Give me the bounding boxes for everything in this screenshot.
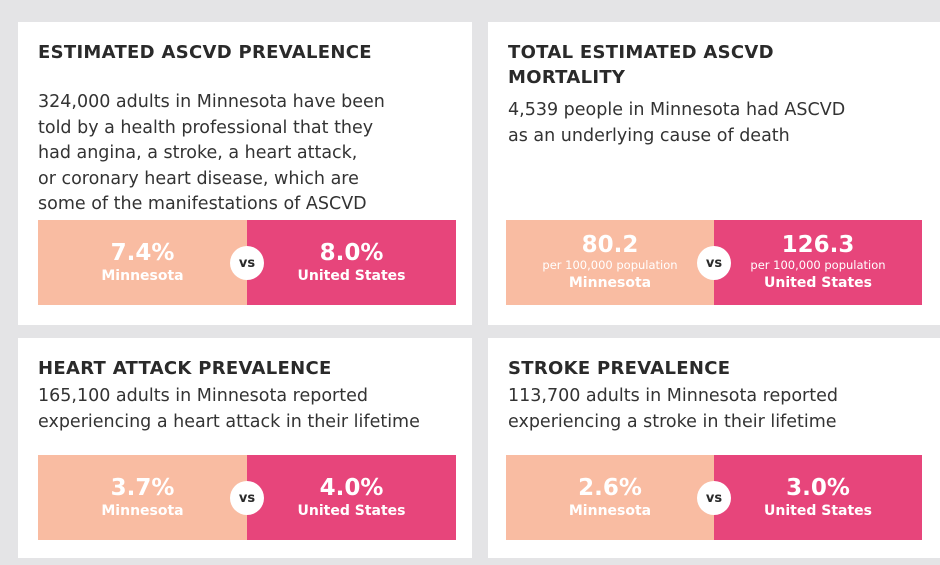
stat-value: 8.0%: [319, 239, 384, 266]
stat-value: 4.0%: [319, 474, 384, 501]
card-title: ESTIMATED ASCVD PREVALENCE: [38, 40, 372, 65]
description-line: 4,539 people in Minnesota had ASCVD: [508, 100, 846, 120]
description-line: experiencing a stroke in their lifetime: [508, 411, 837, 432]
description-line: 165,100 adults in Minnesota reported: [38, 386, 368, 406]
right-stat: 126.3 per 100,000 population United States: [714, 220, 922, 305]
title-line: MORTALITY: [508, 67, 626, 88]
card: TOTAL ESTIMATED ASCVD MORTALITY 4,539 peop…: [488, 22, 940, 325]
description-line: experiencing a heart attack in their lif…: [38, 411, 420, 432]
left-stat: 80.2 per 100,000 population Minnesota: [506, 220, 714, 305]
right-stat: 4.0% United States: [247, 455, 456, 540]
card: HEART ATTACK PREVALENCE 165,100 adults in…: [18, 338, 472, 558]
title-line: HEART ATTACK PREVALENCE: [38, 358, 332, 379]
card-description: 324,000 adults in Minnesota have been tol…: [38, 90, 385, 218]
card-description: 113,700 adults in Minnesota reported expe…: [508, 384, 838, 435]
description-line: some of the manifestations of ASCVD: [38, 194, 367, 214]
stat-value: 3.7%: [110, 474, 175, 501]
left-stat: 3.7% Minnesota: [38, 455, 247, 540]
stat-unit: per 100,000 population: [542, 258, 678, 272]
card: ESTIMATED ASCVD PREVALENCE 324,000 adults…: [18, 22, 472, 325]
stat-label: United States: [764, 275, 872, 291]
stat-value: 2.6%: [578, 474, 642, 501]
stat-label: Minnesota: [101, 502, 184, 519]
card-title: STROKE PREVALENCE: [508, 356, 730, 381]
stat-label: United States: [297, 267, 406, 284]
card-description: 165,100 adults in Minnesota reported expe…: [38, 384, 420, 435]
title-line: ESTIMATED ASCVD PREVALENCE: [38, 42, 372, 63]
stat-label: Minnesota: [101, 267, 184, 284]
description-line: told by a health professional that they: [38, 117, 374, 138]
stat-label: Minnesota: [568, 502, 652, 519]
stat-value: 80.2: [581, 232, 639, 258]
vs-badge: vs: [697, 481, 731, 515]
card-description: 4,539 people in Minnesota had ASCVD as an…: [508, 98, 845, 149]
left-stat: 7.4% Minnesota: [38, 220, 247, 305]
left-stat: 2.6% Minnesota: [506, 455, 714, 540]
stat-value: 126.3: [781, 232, 855, 258]
title-line: TOTAL ESTIMATED ASCVD: [508, 42, 774, 63]
vs-badge: vs: [697, 246, 731, 280]
description-line: 113,700 adults in Minnesota reported: [508, 386, 838, 406]
right-stat: 3.0% United States: [714, 455, 922, 540]
description-line: or coronary heart disease, which are: [38, 168, 359, 189]
card-title: HEART ATTACK PREVALENCE: [38, 356, 332, 381]
stat-value: 7.4%: [110, 239, 175, 266]
description-line: as an underlying cause of death: [508, 125, 790, 146]
vs-badge: vs: [230, 481, 264, 515]
stat-label: United States: [764, 502, 872, 519]
description-line: had angina, a stroke, a heart attack,: [38, 143, 358, 163]
right-stat: 8.0% United States: [247, 220, 456, 305]
title-line: STROKE PREVALENCE: [508, 358, 731, 379]
card: STROKE PREVALENCE 113,700 adults in Minne…: [488, 338, 940, 558]
stat-label: Minnesota: [568, 275, 652, 291]
vs-badge: vs: [230, 246, 264, 280]
stat-label: United States: [297, 502, 406, 519]
card-title: TOTAL ESTIMATED ASCVD MORTALITY: [508, 40, 774, 90]
description-line: 324,000 adults in Minnesota have been: [38, 92, 385, 112]
stat-unit: per 100,000 population: [750, 258, 886, 272]
stat-value: 3.0%: [786, 474, 850, 501]
